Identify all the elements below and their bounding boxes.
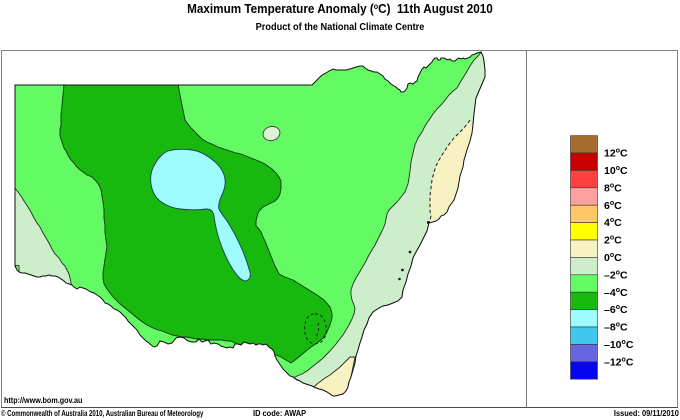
svg-text:8oC: 8oC (604, 182, 622, 194)
svg-text:–4oC: –4oC (604, 287, 628, 299)
svg-text:12oC: 12oC (604, 148, 628, 160)
svg-text:6oC: 6oC (604, 200, 622, 212)
svg-text:–12oC: –12oC (604, 356, 634, 368)
svg-text:10oC: 10oC (604, 165, 628, 177)
svg-text:4oC: 4oC (604, 217, 622, 229)
svg-text:2oC: 2oC (604, 235, 622, 247)
svg-text:–8oC: –8oC (604, 322, 628, 334)
svg-text:0oC: 0oC (604, 252, 622, 264)
svg-text:–10oC: –10oC (604, 339, 634, 351)
svg-text:–6oC: –6oC (604, 304, 628, 316)
svg-text:–2oC: –2oC (604, 269, 628, 281)
